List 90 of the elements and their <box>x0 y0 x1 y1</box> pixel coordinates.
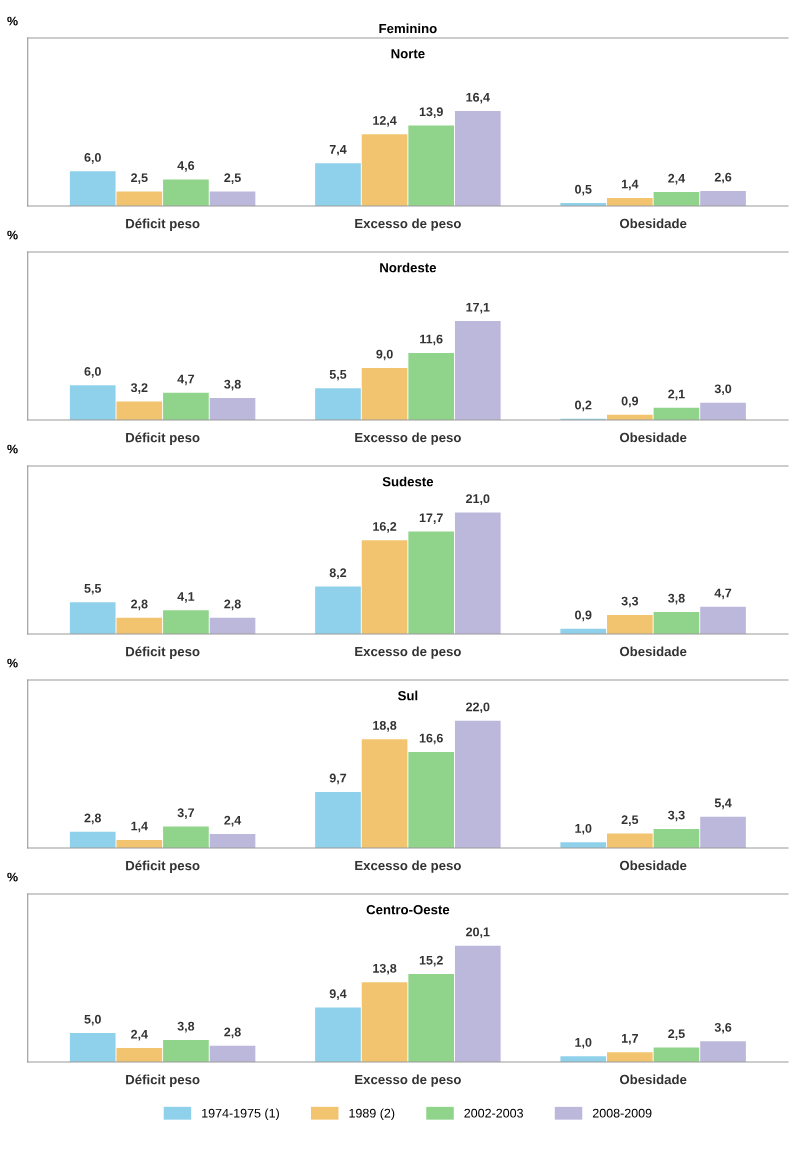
x-tick-label: Obesidade <box>619 1074 687 1085</box>
legend-label: 1989 (2) <box>349 1108 395 1121</box>
y-axis-title: % <box>7 230 18 240</box>
data-label: 5,4 <box>714 798 732 810</box>
x-tick-label: Excesso de peso <box>355 218 461 231</box>
data-label: 2,6 <box>714 172 732 184</box>
y-axis-title: % <box>7 444 18 454</box>
data-label: 13,8 <box>373 963 397 975</box>
data-label: 2,5 <box>131 173 148 184</box>
data-label: 22,0 <box>466 702 490 714</box>
x-tick-label: Excesso de peso <box>355 646 461 659</box>
data-label: 2,8 <box>131 599 148 611</box>
data-label: 9,4 <box>329 989 347 1001</box>
data-label: 1,0 <box>575 823 592 835</box>
data-label: 4,7 <box>714 588 732 600</box>
y-axis-title: % <box>7 16 18 26</box>
chart-title: Sul <box>398 690 418 701</box>
x-tick-label: Obesidade <box>619 432 687 443</box>
data-label: 7,4 <box>329 145 347 156</box>
data-label: 5,5 <box>84 584 102 595</box>
data-label: 4,7 <box>177 374 195 386</box>
x-tick-label: Déficit peso <box>126 218 200 231</box>
data-label: 3,0 <box>714 384 732 396</box>
chart-title: Nordeste <box>380 262 437 273</box>
chart-title: Feminino <box>379 23 437 34</box>
data-label: 1,4 <box>621 179 639 191</box>
data-label: 2,5 <box>621 815 639 826</box>
data-label: 5,5 <box>329 370 347 381</box>
y-axis-title: % <box>7 872 18 882</box>
data-label: 2,1 <box>668 389 685 401</box>
data-label: 8,2 <box>329 568 347 579</box>
x-tick-label: Obesidade <box>619 218 687 229</box>
data-label: 4,6 <box>177 161 195 172</box>
data-label: 3,8 <box>224 379 241 391</box>
data-label: 16,6 <box>419 733 443 745</box>
data-label: 2,5 <box>224 173 241 184</box>
data-label: 9,7 <box>329 773 347 785</box>
x-tick-label: Excesso de peso <box>355 1074 461 1087</box>
data-label: 1,4 <box>131 821 148 833</box>
data-label: 9,0 <box>376 349 393 361</box>
data-label: 3,7 <box>177 808 195 819</box>
data-label: 17,7 <box>419 513 443 524</box>
x-tick-label: Obesidade <box>619 860 687 871</box>
x-tick-label: Déficit peso <box>126 432 200 445</box>
y-axis-title: % <box>7 658 18 668</box>
x-tick-label: Excesso de peso <box>355 860 461 873</box>
chart-title: Centro-Oeste <box>366 905 450 915</box>
data-label: 0,2 <box>575 400 592 412</box>
data-label: 1,7 <box>621 1034 638 1045</box>
data-label: 2,8 <box>84 813 102 825</box>
legend-label: 2002-2003 <box>464 1108 523 1118</box>
data-label: 3,3 <box>668 810 685 822</box>
chart-title: Sudeste <box>382 476 434 487</box>
data-label: 0,5 <box>575 184 592 196</box>
data-label: 18,8 <box>373 720 397 732</box>
data-label: 3,3 <box>621 596 639 608</box>
x-tick-label: Excesso de peso <box>355 432 461 445</box>
data-label: 3,8 <box>177 1021 195 1033</box>
data-label: 20,1 <box>466 927 490 939</box>
chart-subtitle: Norte <box>391 49 425 59</box>
data-label: 3,8 <box>668 593 685 605</box>
data-label: 3,6 <box>714 1022 732 1034</box>
data-label: 2,4 <box>131 1029 148 1041</box>
data-label: 17,1 <box>466 302 490 314</box>
data-label: 13,9 <box>419 107 443 118</box>
data-label: 0,9 <box>621 396 639 408</box>
data-label: 2,8 <box>224 599 241 611</box>
x-tick-label: Obesidade <box>619 646 687 657</box>
data-label: 2,4 <box>224 815 242 827</box>
data-label: 2,4 <box>668 173 686 185</box>
data-label: 1,0 <box>575 1037 592 1049</box>
data-label: 5,0 <box>84 1014 101 1026</box>
x-tick-label: Déficit peso <box>126 860 200 873</box>
legend-label: 1974-1975 (1) <box>202 1108 279 1121</box>
x-tick-label: Déficit peso <box>126 646 200 659</box>
data-label: 12,4 <box>373 116 397 127</box>
data-label: 16,2 <box>373 522 397 533</box>
data-label: 6,0 <box>84 153 101 164</box>
data-label: 0,9 <box>575 610 592 622</box>
data-label: 4,1 <box>177 592 195 603</box>
data-label: 21,0 <box>466 494 490 505</box>
data-label: 16,4 <box>466 92 490 104</box>
data-label: 15,2 <box>419 955 443 967</box>
data-label: 3,2 <box>130 383 148 394</box>
data-label: 2,5 <box>668 1029 685 1040</box>
legend-label: 2008-2009 <box>592 1108 652 1118</box>
x-tick-label: Déficit peso <box>126 1074 200 1087</box>
data-label: 2,8 <box>224 1027 241 1039</box>
data-label: 6,0 <box>84 367 101 378</box>
data-label: 11,6 <box>420 334 443 346</box>
